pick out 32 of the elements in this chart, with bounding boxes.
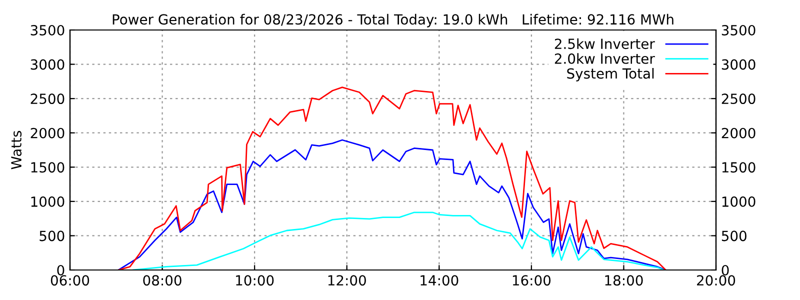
y-tick-label: 1000 xyxy=(31,196,64,207)
legend-label: 2.5kw Inverter xyxy=(554,38,655,50)
y-tick-label: 1500 xyxy=(31,162,64,173)
x-tick-label: 20:00 xyxy=(697,275,736,286)
y2-tick-label: 2000 xyxy=(722,128,756,138)
legend-label: 2.0kw Inverter xyxy=(554,53,655,64)
x-tick-label: 16:00 xyxy=(512,275,551,286)
y-tick-label: 3500 xyxy=(30,24,64,36)
line-series xyxy=(118,139,666,270)
x-tick-label: 18:00 xyxy=(605,275,643,286)
y-tick-label: 3000 xyxy=(30,59,64,70)
x-tick-label: 14:00 xyxy=(420,275,458,286)
y2-tick-label: 1500 xyxy=(722,162,756,173)
x-tick-label: 08:00 xyxy=(143,275,182,286)
y-tick-label: 2500 xyxy=(30,94,64,104)
y-tick-label: 500 xyxy=(40,230,64,242)
y-tick-label: 2000 xyxy=(30,128,64,138)
y2-tick-label: 0 xyxy=(722,264,729,276)
line-series xyxy=(118,86,666,270)
y-axis-title: Watts xyxy=(11,130,22,170)
line-series xyxy=(132,212,665,270)
y2-tick-label: 3000 xyxy=(722,59,756,70)
x-tick-label: 06:00 xyxy=(50,275,90,286)
y2-tick-label: 1000 xyxy=(722,196,756,207)
y2-tick-label: 500 xyxy=(722,230,746,242)
x-tick-label: 10:00 xyxy=(236,275,274,286)
legend-label: System Total xyxy=(567,68,654,82)
y2-tick-label: 2500 xyxy=(722,94,756,104)
x-tick-label: 12:00 xyxy=(328,275,366,286)
y2-tick-label: 3500 xyxy=(722,24,756,36)
y-tick-label: 0 xyxy=(57,264,64,276)
chart-title: Power Generation for 08/23/2026 - Total Today: 19.0 kWh Lifetime: 92.116 MWh xyxy=(112,14,674,28)
